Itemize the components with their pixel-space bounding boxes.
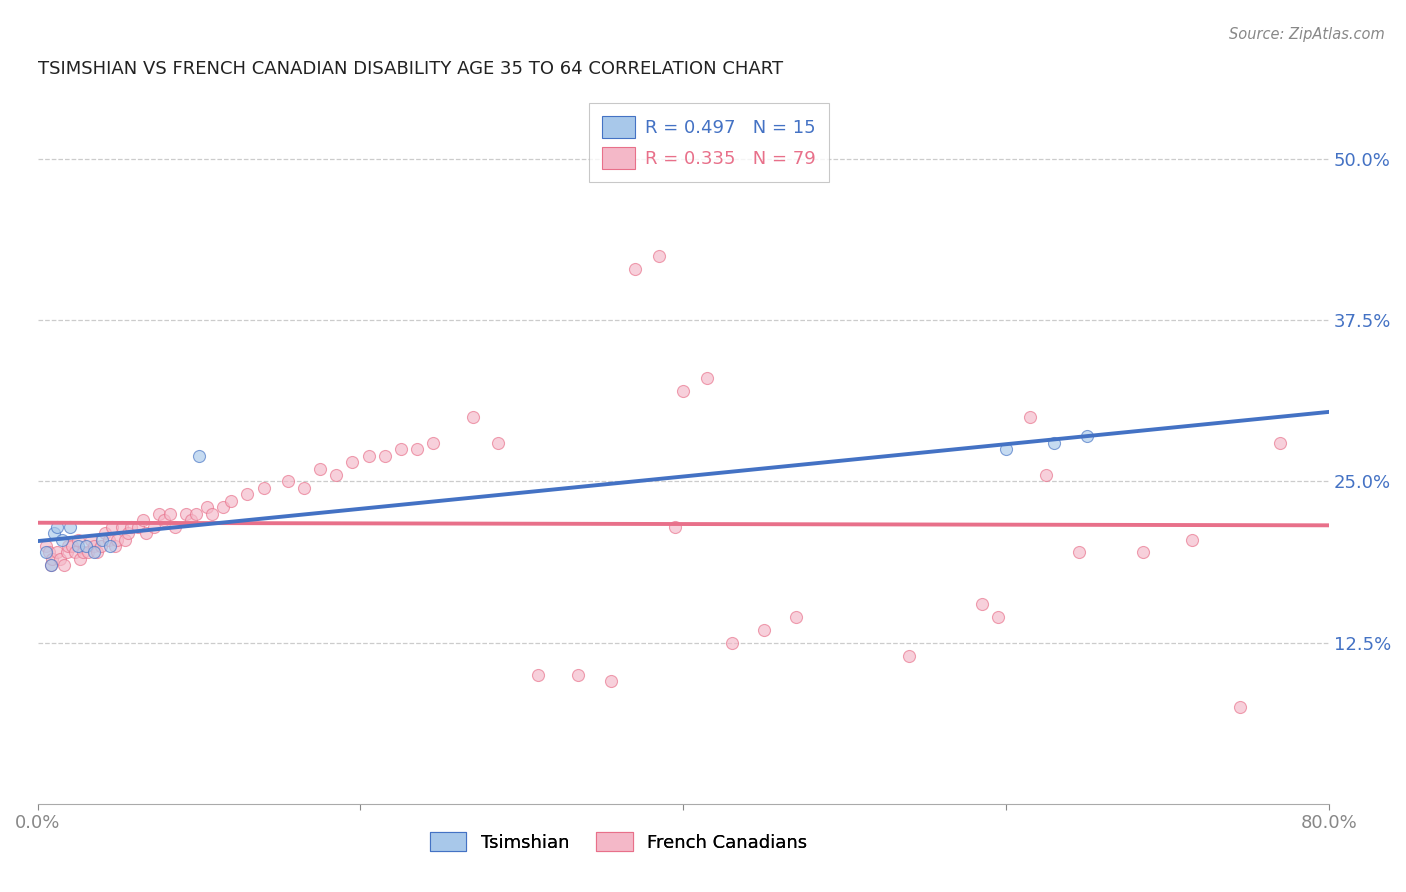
Point bbox=[406, 442, 429, 457]
Point bbox=[72, 545, 94, 559]
Point bbox=[110, 519, 132, 533]
Point bbox=[527, 668, 550, 682]
Point bbox=[120, 519, 142, 533]
Point bbox=[342, 455, 364, 469]
Point bbox=[63, 545, 86, 559]
Point bbox=[898, 648, 921, 663]
Point bbox=[1067, 545, 1090, 559]
Point bbox=[59, 519, 82, 533]
Point bbox=[38, 545, 60, 559]
Point bbox=[277, 475, 299, 489]
Point bbox=[101, 519, 124, 533]
Point bbox=[236, 487, 259, 501]
Point bbox=[148, 507, 170, 521]
Point bbox=[76, 545, 98, 559]
Point bbox=[253, 481, 276, 495]
Point bbox=[39, 558, 62, 573]
Point bbox=[1229, 700, 1251, 714]
Point bbox=[152, 513, 174, 527]
Point bbox=[83, 545, 105, 559]
Point bbox=[97, 533, 120, 547]
Point bbox=[127, 519, 149, 533]
Point bbox=[131, 513, 153, 527]
Point bbox=[58, 539, 80, 553]
Point bbox=[83, 539, 105, 553]
Point bbox=[174, 507, 197, 521]
Point bbox=[135, 526, 157, 541]
Point bbox=[67, 533, 90, 547]
Point bbox=[105, 533, 128, 547]
Point bbox=[672, 384, 695, 399]
Point bbox=[163, 519, 186, 533]
Point bbox=[1043, 435, 1066, 450]
Point bbox=[52, 558, 75, 573]
Point bbox=[35, 539, 58, 553]
Point bbox=[42, 526, 65, 541]
Point bbox=[292, 481, 315, 495]
Point bbox=[374, 449, 396, 463]
Point bbox=[41, 552, 63, 566]
Point bbox=[90, 539, 112, 553]
Point bbox=[664, 519, 686, 533]
Point bbox=[1019, 409, 1042, 424]
Point bbox=[970, 597, 993, 611]
Point bbox=[60, 539, 83, 553]
Point bbox=[46, 519, 69, 533]
Point bbox=[486, 435, 509, 450]
Point bbox=[195, 500, 218, 515]
Point bbox=[212, 500, 235, 515]
Point bbox=[39, 558, 62, 573]
Point bbox=[389, 442, 412, 457]
Text: Source: ZipAtlas.com: Source: ZipAtlas.com bbox=[1229, 27, 1385, 42]
Point bbox=[599, 674, 621, 689]
Point bbox=[309, 461, 332, 475]
Point bbox=[117, 526, 139, 541]
Point bbox=[180, 513, 202, 527]
Point bbox=[221, 493, 243, 508]
Point bbox=[995, 442, 1018, 457]
Point bbox=[752, 623, 775, 637]
Point bbox=[422, 435, 444, 450]
Point bbox=[86, 545, 108, 559]
Point bbox=[55, 545, 77, 559]
Point bbox=[567, 668, 589, 682]
Point bbox=[1270, 435, 1292, 450]
Point bbox=[785, 610, 807, 624]
Point bbox=[357, 449, 380, 463]
Point bbox=[188, 449, 211, 463]
Point bbox=[49, 552, 72, 566]
Point bbox=[69, 552, 91, 566]
Point bbox=[463, 409, 485, 424]
Point bbox=[1076, 429, 1098, 443]
Point bbox=[51, 533, 73, 547]
Point bbox=[987, 610, 1010, 624]
Point bbox=[98, 539, 121, 553]
Point bbox=[75, 539, 97, 553]
Point bbox=[114, 533, 136, 547]
Point bbox=[67, 539, 90, 553]
Point bbox=[720, 636, 742, 650]
Point bbox=[1035, 468, 1057, 483]
Point bbox=[142, 519, 165, 533]
Point bbox=[201, 507, 224, 521]
Point bbox=[46, 545, 69, 559]
Legend: Tsimshian, French Canadians: Tsimshian, French Canadians bbox=[423, 824, 814, 859]
Point bbox=[91, 533, 114, 547]
Text: TSIMSHIAN VS FRENCH CANADIAN DISABILITY AGE 35 TO 64 CORRELATION CHART: TSIMSHIAN VS FRENCH CANADIAN DISABILITY … bbox=[38, 60, 783, 78]
Point bbox=[696, 371, 718, 385]
Point bbox=[648, 249, 671, 263]
Point bbox=[1181, 533, 1204, 547]
Point bbox=[35, 545, 58, 559]
Point bbox=[94, 526, 117, 541]
Point bbox=[184, 507, 207, 521]
Point bbox=[1132, 545, 1154, 559]
Point bbox=[624, 261, 647, 276]
Point bbox=[104, 539, 127, 553]
Point bbox=[159, 507, 181, 521]
Point bbox=[325, 468, 347, 483]
Point bbox=[80, 533, 103, 547]
